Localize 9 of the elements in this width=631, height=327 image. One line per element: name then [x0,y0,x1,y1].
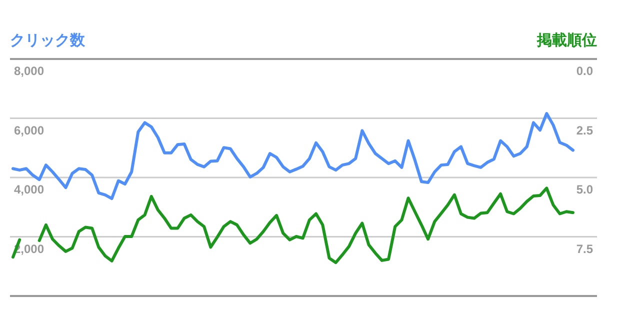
y2tick: 2.5 [576,123,593,138]
y2tick: 7.5 [576,242,593,256]
ytick: 4,000 [14,182,44,196]
ytick: 6,000 [14,123,44,138]
ytick: 8,000 [14,64,44,78]
ylabel: クリック数 [10,32,85,49]
y2label: 掲載順位 [537,32,597,49]
y2tick: 5.0 [576,182,593,196]
y2tick: 0.0 [576,64,593,78]
